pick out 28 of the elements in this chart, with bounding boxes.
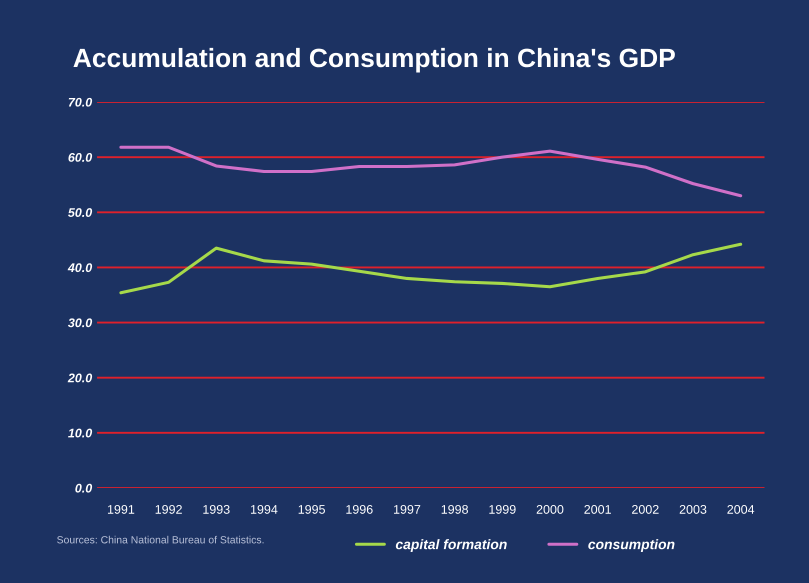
y-tick-label: 40.0 (68, 263, 92, 272)
x-tick-label: 2002 (632, 504, 659, 514)
x-tick-label: 2000 (536, 504, 564, 514)
y-tick-label: 50.0 (68, 208, 92, 217)
y-tick-label: 0.0 (75, 484, 92, 493)
y-tick-label: 60.0 (68, 152, 92, 162)
x-tick-label: 1992 (156, 504, 182, 514)
x-tick-label: 2003 (680, 504, 706, 514)
x-tick-label: 1999 (489, 504, 516, 514)
x-tick-label: 1993 (203, 504, 230, 514)
source-note: Sources: China National Bureau of Statistics. (57, 536, 264, 544)
y-tick-label: 20.0 (68, 374, 92, 382)
y-tick-label: 30.0 (68, 318, 92, 328)
x-tick-label: 1997 (394, 504, 420, 514)
y-tick-label: 10.0 (68, 428, 92, 438)
chart-title: Accumulation and Consumption in China's GDP (73, 48, 675, 73)
legend-label: capital formation (396, 539, 507, 552)
x-tick-label: 1991 (108, 504, 134, 514)
x-tick-label: 2001 (584, 504, 611, 514)
x-tick-label: 1996 (346, 504, 373, 514)
x-tick-label: 1998 (442, 504, 468, 514)
line-series (119, 242, 742, 294)
x-tick-label: 1995 (298, 504, 325, 514)
legend-label: consumption (588, 539, 674, 552)
x-tick-label: 2004 (727, 504, 754, 514)
y-tick-label: 70.0 (68, 98, 92, 107)
line-series (119, 146, 742, 198)
x-tick-label: 1994 (250, 504, 278, 514)
